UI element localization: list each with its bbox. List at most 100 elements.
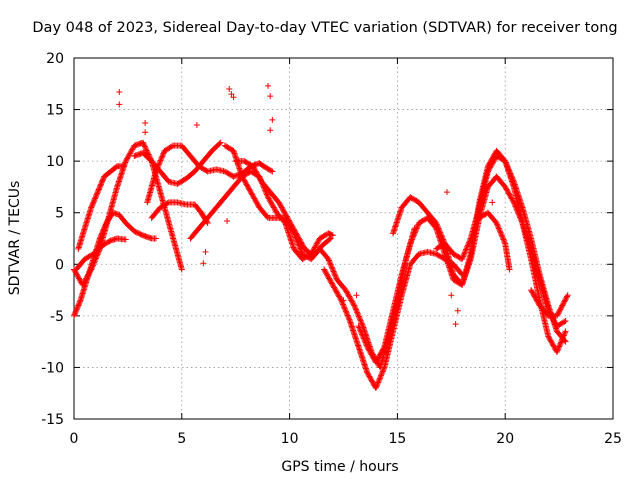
data-point	[557, 340, 564, 347]
data-point	[500, 236, 507, 243]
data-point	[106, 238, 113, 245]
outlier-point	[142, 129, 149, 136]
data-point	[360, 335, 367, 342]
data-point	[329, 232, 336, 239]
data-point	[74, 303, 81, 310]
data-point	[250, 164, 257, 171]
data-point	[560, 299, 567, 306]
data-point	[359, 331, 366, 338]
data-point	[281, 209, 288, 216]
data-point	[532, 294, 539, 301]
data-point	[99, 230, 106, 237]
data-point	[97, 234, 104, 241]
data-point	[241, 177, 248, 184]
data-point	[530, 290, 537, 297]
data-point	[100, 176, 107, 183]
data-point	[101, 225, 108, 232]
data-point	[328, 263, 335, 270]
data-point	[409, 236, 416, 243]
data-point	[288, 222, 295, 229]
y-tick-label: 15	[46, 103, 64, 119]
data-point	[92, 195, 99, 202]
data-point	[298, 248, 305, 255]
data-point	[556, 307, 563, 314]
data-point	[120, 163, 127, 170]
data-point	[268, 200, 275, 207]
data-point	[250, 194, 257, 201]
data-point	[506, 191, 513, 198]
data-point	[530, 292, 537, 299]
outlier-point	[116, 101, 123, 108]
data-point	[290, 226, 297, 233]
data-point	[347, 296, 354, 303]
data-point	[341, 304, 348, 311]
data-point	[126, 151, 133, 158]
data-point	[247, 187, 254, 194]
data-point	[283, 213, 290, 220]
data-point	[75, 274, 82, 281]
outlier-point	[452, 321, 459, 328]
data-point	[321, 267, 328, 274]
data-point	[494, 221, 501, 228]
data-point	[345, 292, 352, 299]
data-point	[141, 142, 148, 149]
data-point	[531, 293, 538, 300]
outlier-point	[489, 199, 496, 206]
data-point	[334, 289, 341, 296]
data-point	[365, 372, 372, 379]
data-point	[369, 354, 376, 361]
data-point	[72, 269, 79, 276]
data-point	[553, 348, 560, 355]
data-point	[533, 296, 540, 303]
data-point	[168, 143, 175, 150]
data-point	[266, 196, 273, 203]
data-point	[462, 247, 469, 254]
data-point	[501, 239, 508, 246]
data-point	[328, 231, 335, 238]
data-point	[96, 185, 103, 192]
data-point	[311, 244, 318, 251]
data-point	[144, 148, 151, 155]
data-point	[328, 264, 335, 271]
data-point	[380, 367, 387, 374]
outlier-point	[202, 248, 209, 255]
data-point	[298, 240, 305, 247]
data-point	[255, 173, 262, 180]
data-point	[296, 236, 303, 243]
outlier-point	[267, 127, 274, 134]
data-point	[342, 308, 349, 315]
data-point	[487, 164, 494, 171]
data-point	[253, 199, 260, 206]
data-point	[242, 180, 249, 187]
data-point	[380, 365, 387, 372]
data-point	[489, 160, 496, 167]
data-point	[327, 235, 334, 242]
data-point	[355, 313, 362, 320]
y-tick-label: 10	[46, 154, 64, 170]
data-point	[486, 165, 493, 172]
data-point	[327, 278, 334, 285]
data-point	[414, 224, 421, 231]
data-point	[364, 345, 371, 352]
data-point	[217, 139, 224, 146]
data-point	[349, 298, 356, 305]
data-point	[356, 324, 363, 331]
data-point	[467, 236, 474, 243]
data-point	[461, 249, 468, 256]
data-point	[336, 293, 343, 300]
data-point	[272, 207, 279, 214]
y-tick-label: -10	[41, 360, 64, 376]
data-point	[279, 205, 286, 212]
data-point	[159, 151, 166, 158]
data-point	[73, 271, 80, 278]
data-point	[489, 159, 496, 166]
data-point	[408, 237, 415, 244]
data-point	[327, 261, 334, 268]
data-point	[159, 153, 166, 160]
data-point	[409, 235, 416, 242]
data-point	[140, 140, 147, 147]
data-point	[548, 338, 555, 345]
data-point	[562, 328, 569, 335]
data-point	[331, 284, 338, 291]
